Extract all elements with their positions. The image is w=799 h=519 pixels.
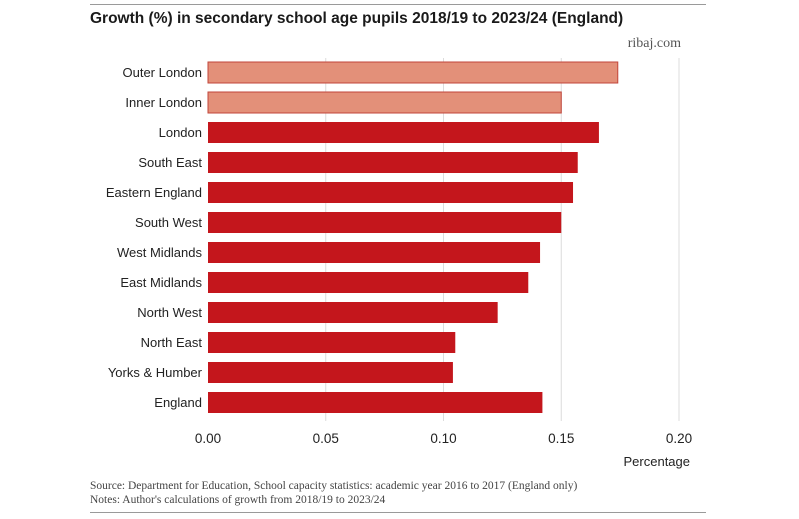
- bottom-rule: [90, 512, 706, 513]
- top-rule: [90, 4, 706, 5]
- category-label: London: [159, 125, 202, 140]
- category-label: Eastern England: [106, 185, 202, 200]
- bars: [207, 61, 619, 413]
- category-label: South East: [138, 155, 202, 170]
- category-label: North West: [137, 305, 202, 320]
- bar: [208, 122, 599, 143]
- x-tick-label: 0.10: [430, 431, 456, 446]
- x-tick-label: 0.20: [666, 431, 692, 446]
- bar: [208, 242, 541, 263]
- brand-label: ribaj.com: [627, 36, 681, 51]
- category-label: Yorks & Humber: [108, 365, 203, 380]
- bar: [208, 302, 498, 323]
- category-label: Inner London: [125, 95, 202, 110]
- category-label: East Midlands: [120, 275, 202, 290]
- source-notes: Source: Department for Education, School…: [90, 479, 577, 507]
- category-labels: Outer London Inner London London South East…: [106, 65, 203, 410]
- source-text: Source: Department for Education, School…: [90, 480, 578, 492]
- category-label: South West: [135, 215, 202, 230]
- grid-lines: [325, 58, 680, 421]
- chart-title: Growth (%) in secondary school age pupil…: [90, 10, 624, 27]
- category-label: North East: [141, 335, 203, 350]
- bar: [208, 362, 453, 383]
- notes-text: Notes: Author's calculations of growth f…: [90, 494, 386, 506]
- bar: [208, 182, 574, 203]
- x-tick-label: 0.05: [313, 431, 339, 446]
- bar: [208, 392, 543, 413]
- bar: [207, 91, 562, 114]
- x-axis-label: Percentage: [624, 454, 691, 469]
- category-label: England: [154, 395, 202, 410]
- category-label: Outer London: [122, 65, 202, 80]
- bar: [208, 272, 529, 293]
- bar: [208, 212, 562, 233]
- tick-labels: 0.00 0.05 0.10 0.15 0.20: [195, 431, 692, 446]
- category-label: West Midlands: [117, 245, 203, 260]
- x-tick-label: 0.00: [195, 431, 221, 446]
- bar: [207, 61, 619, 84]
- bar: [208, 332, 456, 353]
- bar: [208, 152, 578, 173]
- x-tick-label: 0.15: [548, 431, 574, 446]
